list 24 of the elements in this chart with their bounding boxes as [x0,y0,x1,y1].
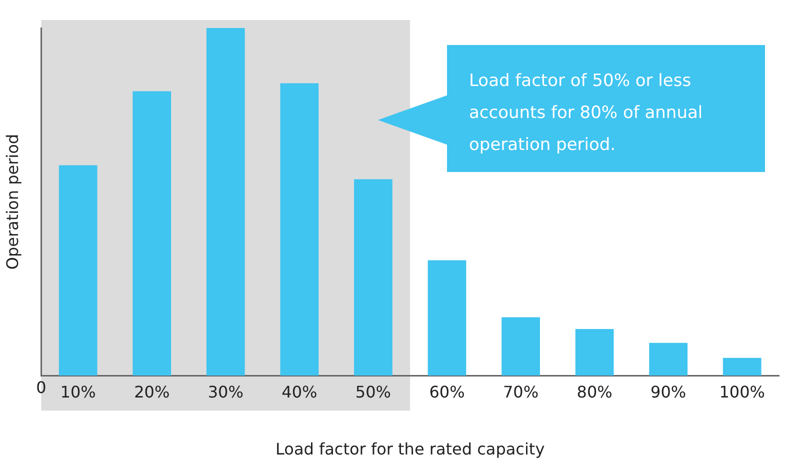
x-tick-label: 50% [355,382,391,402]
text: 0 [36,378,46,397]
x-axis-title: Load factor for the rated capacity [276,440,545,459]
x-tick-label: 90% [650,382,686,402]
x-tick-label: 40% [282,382,318,402]
y-axis-title: Operation period [2,134,22,270]
bar [354,179,392,376]
annotation: Load factor of 50% or less accounts for 80% of annual operation period. [447,45,765,172]
bar [206,28,245,376]
bar [575,329,614,376]
bar [58,165,98,376]
bar [280,83,319,376]
bar [502,317,540,376]
x-tick-label: 80% [576,382,612,402]
x-tick-label: 20% [134,382,170,402]
x-tick-label: 70% [502,382,539,402]
bar [649,342,688,376]
bar [132,91,172,376]
x-tick-label: 10% [60,382,96,402]
bar [428,260,466,376]
x-tick-label: 60% [429,382,465,402]
x-tick-label: 30% [208,382,244,402]
x-tick-label: 100% [719,382,765,402]
bar [722,358,762,376]
